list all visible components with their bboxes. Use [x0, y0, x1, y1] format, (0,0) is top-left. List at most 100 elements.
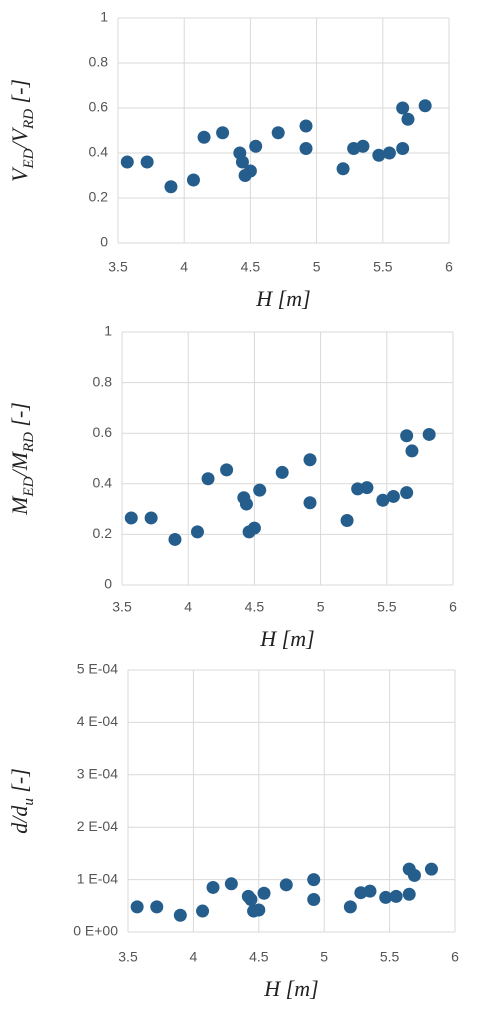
point	[257, 886, 271, 900]
y-tick-label: 1	[100, 9, 108, 25]
point	[164, 180, 178, 194]
point	[343, 900, 357, 914]
y-axis-title-part: [-]	[7, 79, 32, 109]
point	[150, 900, 164, 914]
point	[253, 483, 267, 497]
point	[376, 493, 390, 507]
point	[279, 878, 293, 892]
y-tick-label: 0.6	[93, 424, 113, 440]
point	[216, 126, 230, 140]
x-tick-label: 5	[320, 949, 328, 965]
y-axis-title-part: V	[7, 166, 32, 182]
x-tick-label: 5.5	[380, 949, 400, 965]
point	[140, 155, 154, 169]
y-tick-label: 0.8	[93, 373, 113, 389]
point	[402, 887, 416, 901]
y-tick-label: 1	[104, 323, 112, 339]
point	[120, 155, 134, 169]
chart: 3.5 4 4.5 5 5.5 6 0 E+00 1 E-04 2 E-04 3 E-04 4 E-…	[7, 661, 459, 1001]
point	[307, 893, 321, 907]
point	[235, 155, 249, 169]
point	[186, 173, 200, 187]
point	[190, 525, 204, 539]
point	[206, 880, 220, 894]
point	[243, 164, 257, 178]
point	[224, 877, 238, 891]
point	[244, 893, 258, 907]
y-axis-title-part: [-]	[7, 402, 32, 432]
point	[249, 139, 263, 153]
y-tick-label: 5 E-04	[77, 661, 118, 677]
y-axis-title: MED/MRD [-]	[7, 402, 37, 516]
y-tick-label: 0.2	[89, 189, 109, 205]
y-axis-title: d/du [-]	[7, 768, 37, 834]
point	[275, 465, 289, 479]
y-axis-title-part: d/d	[7, 805, 32, 834]
y-axis-title-part: ED	[21, 476, 37, 497]
point	[271, 126, 285, 140]
point	[407, 868, 421, 882]
y-tick-label: 3 E-04	[77, 766, 118, 782]
point	[386, 489, 400, 503]
x-tick-label: 4.5	[245, 599, 265, 615]
y-tick-label: 1 E-04	[77, 870, 118, 886]
x-axis-title: H [m]	[263, 976, 318, 1001]
y-tick-label: 0.4	[89, 144, 109, 160]
x-tick-label: 5	[317, 599, 325, 615]
x-tick-label: 4.5	[241, 259, 261, 275]
point	[396, 142, 410, 155]
point	[424, 862, 438, 876]
y-tick-label: 0.2	[93, 525, 113, 541]
y-axis-title-part: ED	[21, 148, 37, 169]
point	[307, 873, 321, 887]
point	[201, 472, 215, 486]
y-tick-label: 0.4	[93, 475, 113, 491]
x-tick-label: 4	[190, 949, 198, 965]
x-tick-label: 3.5	[112, 599, 132, 615]
y-tick-label: 0	[100, 234, 108, 250]
x-tick-label: 5.5	[373, 259, 393, 275]
chart: 3.5 4 4.5 5 5.5 6 0 0.2 0.4 0.6 0.8 1 H [m] VED/VRD […	[7, 9, 453, 311]
point	[372, 148, 386, 162]
x-tick-label: 3.5	[108, 259, 128, 275]
point	[405, 444, 419, 458]
point	[239, 497, 253, 511]
point	[124, 511, 138, 525]
point	[303, 496, 317, 510]
x-tick-label: 4.5	[249, 949, 269, 965]
point	[299, 142, 313, 155]
point	[144, 511, 158, 525]
y-axis-title-part: u	[21, 798, 37, 806]
x-tick-label: 4	[180, 259, 188, 275]
point	[418, 99, 432, 113]
point	[168, 532, 182, 546]
y-axis-title-part: /V	[7, 126, 32, 150]
point	[396, 101, 410, 115]
point	[220, 463, 234, 477]
point	[336, 162, 350, 176]
point	[400, 486, 414, 500]
point	[340, 513, 354, 527]
x-tick-label: 3.5	[118, 949, 138, 965]
point	[173, 908, 187, 922]
x-axis-title: H [m]	[259, 626, 314, 651]
point	[303, 453, 317, 467]
point	[382, 146, 396, 160]
y-axis-title-part: RD	[21, 109, 37, 130]
point	[401, 112, 415, 126]
point	[299, 119, 313, 133]
point	[130, 900, 144, 914]
y-tick-label: 4 E-04	[77, 713, 118, 729]
point	[379, 890, 393, 904]
point	[196, 904, 210, 918]
point	[197, 130, 211, 144]
y-tick-label: 2 E-04	[77, 818, 118, 834]
y-axis-title-part: M	[7, 495, 32, 516]
point	[360, 481, 374, 495]
x-tick-label: 4	[184, 599, 192, 615]
x-tick-label: 5.5	[377, 599, 397, 615]
point	[247, 521, 261, 535]
y-axis-title: VED/VRD [-]	[7, 79, 37, 182]
y-tick-label: 0.6	[89, 99, 109, 115]
x-tick-label: 5	[313, 259, 321, 275]
